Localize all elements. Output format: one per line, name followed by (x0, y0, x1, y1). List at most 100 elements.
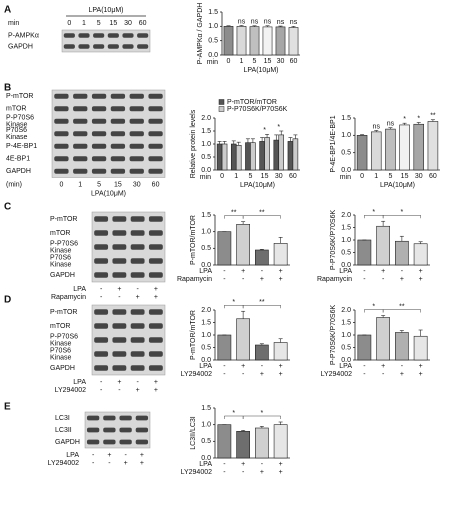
blot-row-label: P70S6 (50, 254, 71, 261)
time-label: (min) (6, 181, 22, 188)
blot-band (86, 427, 100, 433)
condition-sign: - (401, 268, 404, 275)
y-tick-label: 0.0 (341, 167, 351, 174)
condition-sign: - (242, 469, 245, 476)
condition-sign: + (381, 268, 385, 275)
y-tick-label: 1.0 (341, 132, 351, 139)
condition-name: Rapamycin (51, 294, 86, 301)
blot-band (110, 93, 126, 99)
significance-label: * (403, 116, 406, 123)
y-tick-label: 0.5 (341, 150, 351, 157)
blot-band (119, 439, 132, 445)
blot-band (130, 216, 145, 222)
bar (216, 143, 223, 171)
x-tick-label: 0 (220, 173, 224, 180)
blot-band (148, 323, 163, 329)
significance-label: ns (264, 19, 272, 26)
bar (275, 26, 286, 56)
blot-band (130, 272, 145, 278)
y-tick-label: 1.0 (341, 332, 351, 339)
bar (250, 142, 256, 171)
condition-name: LY294002 (321, 371, 353, 378)
bar (357, 334, 372, 361)
blot-band (54, 93, 69, 99)
blot-band (148, 337, 163, 343)
blot-row-label: Kinase (50, 354, 72, 361)
blot-band (86, 415, 100, 421)
condition-sign: + (419, 276, 423, 283)
blot-band (112, 230, 127, 236)
blot-band (54, 168, 69, 174)
bar (385, 128, 396, 171)
blot-band (148, 309, 163, 315)
blot-band (137, 44, 149, 49)
x-tick-label: 60 (289, 173, 297, 180)
condition-sign: + (136, 387, 140, 394)
blot-band (129, 143, 144, 149)
condition-sign: + (279, 469, 283, 476)
condition-sign: + (241, 461, 245, 468)
condition-sign: - (363, 276, 366, 283)
condition-sign: - (242, 371, 245, 378)
time-value: 0 (67, 20, 71, 27)
y-tick-label: 1.5 (201, 128, 211, 135)
blot-band (73, 143, 88, 149)
blot-row-label: P-AMPKα (8, 32, 39, 39)
blot-band (130, 258, 145, 264)
blot-band (129, 118, 144, 124)
x-tick-label: 30 (275, 173, 283, 180)
bar (236, 431, 250, 459)
blot-band (91, 156, 107, 162)
significance-label: ** (399, 303, 405, 310)
y-tick-label: 1.5 (208, 9, 218, 16)
condition-sign: + (241, 268, 245, 275)
blot-band (148, 365, 163, 371)
condition-sign: - (363, 363, 366, 370)
blot-band (78, 44, 90, 49)
bar (217, 231, 232, 266)
blot-band (73, 168, 88, 174)
x-unit: min (207, 59, 218, 66)
blot-band (103, 415, 116, 421)
panel-letter: B (4, 83, 11, 94)
blot-band (63, 33, 75, 38)
bar (273, 139, 280, 171)
blot-band (129, 131, 144, 137)
blot-footer: LPA(10μM) (91, 190, 126, 197)
blot-row-label: P-4E-BP1 (6, 143, 37, 150)
blot-band (148, 351, 163, 357)
blot-band (130, 337, 145, 343)
significance-label: ns (387, 121, 395, 128)
blot-band (110, 156, 126, 162)
y-tick-label: 0.5 (201, 344, 211, 351)
condition-sign: + (154, 379, 158, 386)
condition-name: LPA (199, 363, 212, 370)
blot-band (112, 337, 127, 343)
blot-row-label: P70S6 (50, 347, 71, 354)
condition-sign: - (401, 363, 404, 370)
significance-label: ns (277, 19, 285, 26)
y-tick-label: 1.0 (201, 141, 211, 148)
condition-sign: + (260, 469, 264, 476)
legend-label: P-mTOR/mTOR (227, 99, 277, 106)
y-tick-label: 0.0 (208, 52, 218, 59)
condition-sign: - (100, 379, 103, 386)
blot-band (129, 93, 144, 99)
blot-band (130, 365, 145, 371)
blot-band (148, 168, 163, 174)
x-tick-label: 15 (264, 58, 272, 65)
panel-letter: A (4, 5, 11, 16)
blot-band (93, 44, 105, 49)
blot-band (119, 415, 132, 421)
condition-name: LPA (339, 363, 352, 370)
bar (287, 141, 294, 171)
blot-band (54, 106, 69, 112)
bar (413, 123, 425, 171)
condition-sign: - (100, 286, 103, 293)
significance-label: ** (231, 210, 237, 217)
y-tick-label: 0.0 (201, 262, 211, 269)
significance-label: * (232, 410, 235, 417)
condition-sign: - (223, 461, 226, 468)
condition-sign: + (381, 363, 385, 370)
significance-label: * (372, 303, 375, 310)
